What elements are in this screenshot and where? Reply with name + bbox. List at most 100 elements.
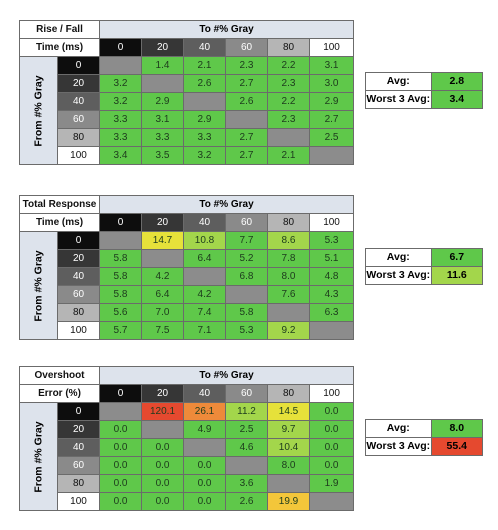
- column-header-100: 100: [308, 38, 355, 57]
- diagonal-cell: [267, 128, 310, 147]
- value-cell: 2.2: [267, 92, 310, 111]
- value-cell: 4.2: [183, 285, 226, 304]
- value-cell: 5.7: [99, 321, 142, 340]
- value-cell: 0.0: [183, 474, 227, 493]
- diagonal-cell: [267, 474, 311, 493]
- table-row: 60 0.0 0.0 0.0 8.0 0.0: [20, 456, 355, 475]
- value-cell: 9.7: [267, 420, 311, 439]
- column-header-20: 20: [141, 384, 185, 403]
- diagonal-cell: [141, 249, 184, 268]
- value-cell: 3.2: [183, 146, 226, 165]
- stat-label: Avg:: [365, 72, 432, 91]
- value-cell: 3.3: [141, 128, 184, 147]
- diagonal-cell: [225, 456, 269, 475]
- stat-label: Worst 3 Avg:: [365, 90, 432, 109]
- table-row: 100 0.0 0.0 0.0 2.6 19.9: [20, 492, 355, 511]
- column-header-0: 0: [99, 384, 143, 403]
- column-header-20: 20: [141, 213, 184, 232]
- diagonal-cell: [141, 74, 184, 93]
- value-cell: 6.8: [225, 267, 268, 286]
- stat-value: 6.7: [430, 248, 484, 267]
- value-cell: 0.0: [141, 438, 185, 457]
- value-cell: 0.0: [99, 456, 143, 475]
- row-axis-header: From #% Gray: [19, 402, 58, 511]
- value-cell: 8.6: [267, 231, 310, 250]
- row-header-40: 40: [57, 267, 100, 286]
- value-cell: 5.8: [225, 303, 268, 322]
- row-axis-header: From #% Gray: [19, 231, 58, 340]
- value-cell: 8.0: [267, 456, 311, 475]
- value-cell: 0.0: [99, 420, 143, 439]
- value-cell: 4.6: [225, 438, 269, 457]
- value-cell: 2.7: [225, 128, 268, 147]
- column-header-60: 60: [225, 38, 268, 57]
- value-cell: 2.3: [225, 56, 268, 75]
- column-header-20: 20: [141, 38, 184, 57]
- column-header-80: 80: [267, 38, 310, 57]
- stat-value: 2.8: [430, 72, 484, 91]
- value-cell: 5.1: [308, 249, 355, 268]
- diagonal-cell: [225, 110, 268, 129]
- value-cell: 10.8: [183, 231, 226, 250]
- value-cell: 0.0: [309, 420, 355, 439]
- value-cell: 14.7: [141, 231, 184, 250]
- column-header-60: 60: [225, 384, 269, 403]
- table-row: 100 5.7 7.5 7.1 5.3 9.2: [20, 321, 355, 340]
- value-cell: 5.2: [225, 249, 268, 268]
- value-cell: 3.3: [183, 128, 226, 147]
- summary-stats-3: Avg: 8.0 Worst 3 Avg: 55.4: [365, 419, 484, 456]
- table-title-line-1: Rise / Fall: [19, 20, 100, 39]
- column-header-80: 80: [267, 384, 311, 403]
- column-header-40: 40: [183, 38, 226, 57]
- value-cell: 3.5: [141, 146, 184, 165]
- diagonal-cell: [225, 285, 268, 304]
- value-cell: 0.0: [141, 474, 185, 493]
- diagonal-cell: [99, 56, 142, 75]
- response-table-2: Total Response To #% Gray Time (ms) 0 20 40 60…: [19, 195, 355, 340]
- value-cell: 2.1: [183, 56, 226, 75]
- row-header-80: 80: [56, 474, 101, 493]
- column-header-0: 0: [99, 38, 142, 57]
- diagonal-cell: [141, 420, 185, 439]
- row-axis-header: From #% Gray: [19, 56, 58, 165]
- table-row: 100 3.4 3.5 3.2 2.7 2.1: [20, 146, 355, 165]
- table-row: 20 3.2 2.6 2.7 2.3 3.0: [20, 74, 355, 93]
- summary-stats-1: Avg: 2.8 Worst 3 Avg: 3.4: [365, 72, 484, 109]
- row-header-0: 0: [57, 231, 100, 250]
- value-cell: 0.0: [183, 456, 227, 475]
- column-header-100: 100: [309, 384, 355, 403]
- diagonal-cell: [183, 92, 226, 111]
- row-header-80: 80: [57, 303, 100, 322]
- value-cell: 0.0: [99, 474, 143, 493]
- diagonal-cell: [99, 231, 142, 250]
- table-row: 80 0.0 0.0 0.0 3.6 1.9: [20, 474, 355, 493]
- table-title-line-1: Overshoot: [18, 366, 101, 385]
- value-cell: 0.0: [309, 456, 355, 475]
- value-cell: 2.9: [141, 92, 184, 111]
- value-cell: 7.6: [267, 285, 310, 304]
- value-cell: 2.6: [225, 92, 268, 111]
- value-cell: 5.8: [99, 285, 142, 304]
- table-row: From #% Gray 0 14.7 10.8 7.7 8.6 5.3: [19, 231, 355, 340]
- row-header-40: 40: [57, 92, 100, 111]
- value-cell: 7.7: [225, 231, 268, 250]
- response-table-1: Rise / Fall To #% Gray Time (ms) 0 20 40 60 80 1…: [19, 20, 355, 165]
- table-title-line-2: Time (ms): [19, 213, 100, 232]
- value-cell: 4.3: [308, 285, 355, 304]
- stat-value: 3.4: [430, 90, 484, 109]
- column-header-60: 60: [225, 213, 268, 232]
- stat-label: Worst 3 Avg:: [365, 437, 432, 456]
- value-cell: 4.8: [308, 267, 355, 286]
- row-header-100: 100: [57, 321, 100, 340]
- value-cell: 3.0: [308, 74, 355, 93]
- value-cell: 3.6: [225, 474, 269, 493]
- value-cell: 3.2: [99, 74, 142, 93]
- value-cell: 10.4: [267, 438, 311, 457]
- value-cell: 2.3: [267, 74, 310, 93]
- value-cell: 3.1: [308, 56, 355, 75]
- table-row: 20 0.0 4.9 2.5 9.7 0.0: [20, 420, 355, 439]
- row-header-100: 100: [56, 492, 101, 511]
- value-cell: 7.1: [183, 321, 226, 340]
- value-cell: 2.7: [225, 74, 268, 93]
- table-row: 80 3.3 3.3 3.3 2.7 2.5: [20, 128, 355, 147]
